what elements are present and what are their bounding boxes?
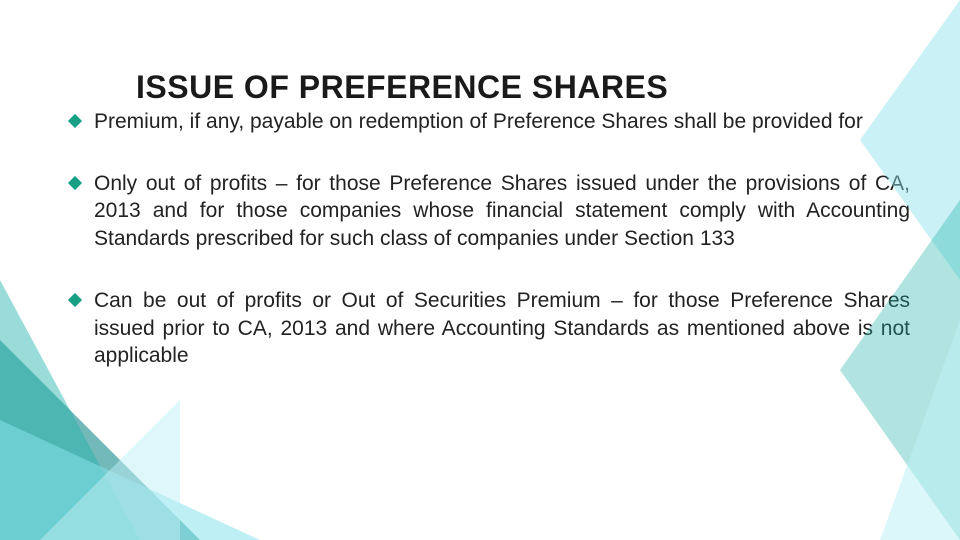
bullet-marker-icon <box>68 176 82 190</box>
slide-title: ISSUE OF PREFERENCE SHARES <box>136 69 668 106</box>
bullet-list: Premium, if any, payable on redemption o… <box>70 108 910 404</box>
list-item: Premium, if any, payable on redemption o… <box>70 108 910 136</box>
bullet-marker-icon <box>68 114 82 128</box>
bullet-text: Premium, if any, payable on redemption o… <box>94 108 863 136</box>
list-item: Only out of profits – for those Preferen… <box>70 170 910 253</box>
bullet-marker-icon <box>68 293 82 307</box>
list-item: Can be out of profits or Out of Securiti… <box>70 287 910 370</box>
slide: ISSUE OF PREFERENCE SHARES Premium, if a… <box>0 0 960 540</box>
bullet-text: Can be out of profits or Out of Securiti… <box>94 287 910 370</box>
bullet-text: Only out of profits – for those Preferen… <box>94 170 910 253</box>
